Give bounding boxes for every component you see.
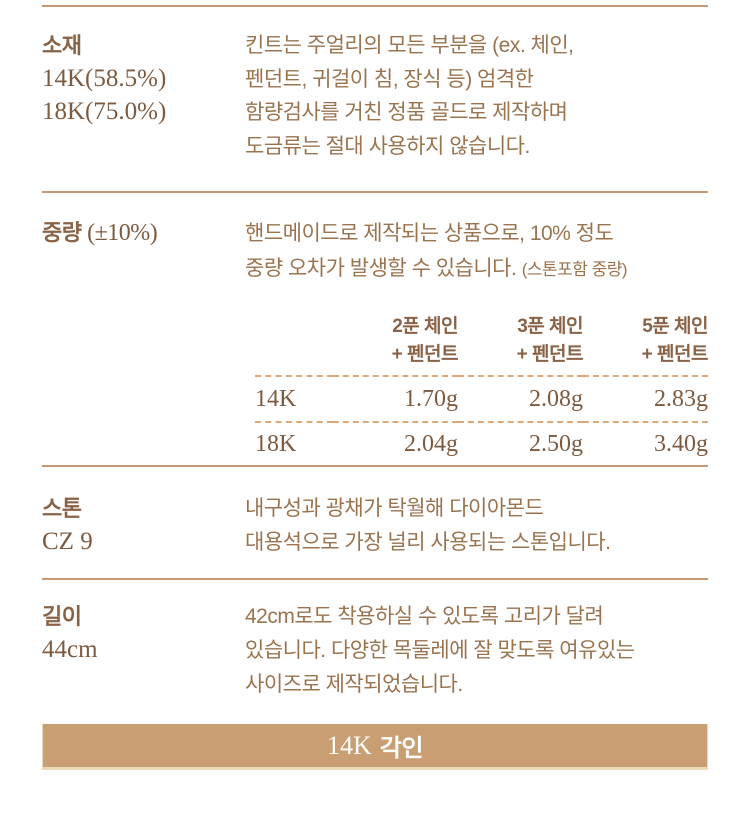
engraving-label: 각인 [379, 735, 424, 762]
weight-14k-3pun: 2.08g [458, 376, 583, 423]
weight-note: (스톤포함 중량) [521, 260, 628, 279]
material-desc-line: 킨트는 주얼리의 모든 부분을 (ex. 체인, [245, 34, 574, 57]
length-desc-line: 사이즈로 제작되었습니다. [245, 673, 463, 696]
material-purity-18k: 18K(75.0%) [42, 98, 167, 125]
material-description: 킨트는 주얼리의 모든 부분을 (ex. 체인, 펜던트, 귀걸이 침, 장식 … [245, 29, 708, 163]
stone-desc-line: 내구성과 광채가 탁월해 다이아몬드 [245, 497, 544, 520]
weight-18k-5pun: 3.40g [654, 431, 708, 457]
length-description: 42cm로도 착용하실 수 있도록 고리가 달려 있습니다. 다양한 목둘레에 … [245, 600, 708, 702]
material-label-column: 소재 14K(58.5%) 18K(75.0%) [42, 29, 245, 163]
engraving-karat: 14K [327, 730, 372, 760]
divider [42, 191, 708, 193]
stone-description: 내구성과 광채가 탁월해 다이아몬드 대용석으로 가장 널리 사용되는 스톤입니… [245, 492, 708, 560]
section-stone: 스톤 CZ 9 내구성과 광채가 탁월해 다이아몬드 대용석으로 가장 널리 사… [42, 492, 708, 560]
header-line: 5푼 체인 [642, 316, 708, 337]
row-label-14k: 14K [255, 376, 333, 423]
material-desc-line: 도금류는 절대 사용하지 않습니다. [245, 134, 530, 158]
weight-tolerance: (±10%) [87, 220, 158, 246]
divider [42, 578, 708, 580]
weight-desc-line: 핸드메이드로 제작되는 상품으로, 10% 정도 [245, 222, 614, 245]
weight-18k-2pun: 2.04g [404, 431, 458, 457]
weight-table: 2푼 체인 + 펜던트 3푼 체인 + 펜던트 5푼 체인 + 펜던트 14K [255, 313, 709, 465]
weight-description: 핸드메이드로 제작되는 상품으로, 10% 정도 중량 오차가 발생할 수 있습… [245, 216, 708, 287]
weight-desc-line: 중량 오차가 발생할 수 있습니다. (스톤포함 중량) [245, 251, 708, 287]
header-2pun-chain-pendant: 2푼 체인 + 펜던트 [333, 313, 459, 377]
length-value: 44cm [42, 636, 98, 663]
header-line: + 펜던트 [641, 344, 709, 365]
length-desc-line: 있습니다. 다양한 목둘레에 잘 맞도록 여유있는 [245, 639, 635, 662]
header-5pun-chain-pendant: 5푼 체인 + 펜던트 [583, 313, 709, 377]
length-desc-line: 42cm로도 착용하실 수 있도록 고리가 달려 [245, 605, 604, 628]
engraving-banner: 14K 각인 [42, 724, 708, 770]
material-title: 소재 [42, 33, 82, 58]
material-desc-line: 펜던트, 귀걸이 침, 장식 등) 엄격한 [245, 67, 534, 91]
table-row-18k: 18K 2.04g 2.50g 3.40g [255, 422, 708, 465]
section-length: 길이 44cm 42cm로도 착용하실 수 있도록 고리가 달려 있습니다. 다… [42, 600, 708, 702]
length-title: 길이 [42, 604, 82, 629]
weight-14k-5pun: 2.83g [583, 376, 708, 423]
header-line: + 펜던트 [516, 344, 584, 365]
header-3pun-chain-pendant: 3푼 체인 + 펜던트 [458, 313, 584, 377]
weight-table-header-row: 2푼 체인 + 펜던트 3푼 체인 + 펜던트 5푼 체인 + 펜던트 [255, 313, 709, 377]
weight-desc-text: 중량 오차가 발생할 수 있습니다. [245, 257, 517, 280]
row-label-18k: 18K [255, 431, 297, 457]
stone-type: CZ 9 [42, 528, 93, 555]
weight-18k-3pun: 2.50g [529, 431, 583, 457]
header-line: + 펜던트 [391, 344, 459, 365]
stone-desc-line: 대용석으로 가장 널리 사용되는 스톤입니다. [245, 531, 611, 554]
section-material: 소재 14K(58.5%) 18K(75.0%) 킨트는 주얼리의 모든 부분을… [42, 29, 708, 163]
section-weight: 중량 (±10%) 핸드메이드로 제작되는 상품으로, 10% 정도 중량 오차… [42, 216, 708, 287]
divider [42, 5, 708, 7]
weight-14k-2pun: 1.70g [333, 376, 458, 423]
weight-title: 중량 (±10%) [42, 216, 245, 250]
material-purity-14k: 14K(58.5%) [42, 65, 167, 92]
stone-label-column: 스톤 CZ 9 [42, 492, 245, 560]
weight-label-column: 중량 (±10%) [42, 216, 245, 287]
divider [42, 465, 708, 467]
header-empty-cell [255, 313, 333, 377]
stone-title: 스톤 [42, 496, 82, 521]
header-line: 3푼 체인 [517, 316, 583, 337]
table-row-14k: 14K 1.70g 2.08g 2.83g [255, 376, 708, 423]
material-desc-line: 함량검사를 거친 정품 골드로 제작하며 [245, 101, 568, 124]
weight-title-text: 중량 [42, 220, 82, 245]
header-line: 2푼 체인 [392, 316, 458, 337]
length-label-column: 길이 44cm [42, 600, 245, 702]
